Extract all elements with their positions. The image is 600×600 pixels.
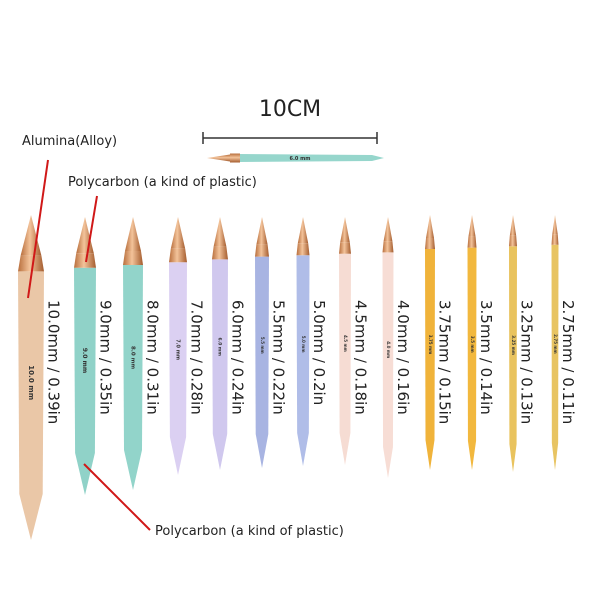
- needle-tag: 3.75 mm: [428, 335, 433, 355]
- needle-body: [339, 253, 351, 465]
- needle-tag: 4.0 mm: [386, 341, 391, 358]
- needle-tag: 9.0 mm: [81, 348, 88, 373]
- needle-body: [238, 154, 384, 162]
- needle-tag: 6.0 mm: [289, 156, 310, 162]
- needle-ferrule: [339, 242, 351, 254]
- needle: 2.75 mm 2.75mm / 0.11in: [551, 215, 577, 470]
- size-label: 9.0mm / 0.35in: [97, 300, 115, 415]
- needle-tag: 5.0 mm: [301, 336, 306, 353]
- needle-body: [509, 246, 517, 472]
- needle-tag: 3.5 mm: [470, 336, 475, 353]
- needle-ferrule: [169, 248, 187, 263]
- size-label: 5.0mm / 0.2in: [310, 300, 328, 405]
- needle-tag: 6.0 mm: [217, 337, 223, 356]
- needle-body: [296, 255, 310, 466]
- needle-tip: [340, 217, 350, 243]
- needle-tip: [426, 215, 434, 238]
- needle-body: [74, 267, 96, 495]
- needle-tip: [509, 215, 517, 236]
- needle-tag: 5.5 mm: [260, 337, 265, 354]
- needle-body: [169, 262, 187, 475]
- needle-tip: [383, 217, 393, 242]
- needle: 3.75 mm 3.75mm / 0.15in: [425, 215, 454, 470]
- needle-body: [425, 249, 435, 470]
- needle-tag: 2.75 mm: [553, 334, 558, 354]
- needle-body: [551, 244, 559, 470]
- sample-needle: 6.0 mm: [207, 153, 384, 163]
- size-label: 7.0mm / 0.28in: [188, 300, 206, 415]
- needle-ferrule: [74, 253, 96, 268]
- needle: 8.0 mm 8.0mm / 0.31in: [123, 217, 162, 490]
- needle-tip: [207, 154, 230, 162]
- needle: 4.0 mm 4.0mm / 0.16in: [382, 217, 412, 478]
- needle-tip: [468, 215, 476, 237]
- needle-body: [382, 252, 394, 478]
- needle-ferrule: [230, 153, 240, 163]
- annotation-lines: [27, 159, 151, 531]
- needle: 3.25 mm 3.25mm / 0.13in: [509, 215, 536, 472]
- needle-body: [212, 259, 228, 470]
- scale-label: 10CM: [259, 97, 321, 122]
- size-label: 2.75mm / 0.11in: [559, 300, 577, 424]
- needle-tag: 4.5 mm: [343, 335, 348, 352]
- needle-ferrule: [255, 244, 269, 257]
- needle: 7.0 mm 7.0mm / 0.28in: [169, 217, 206, 475]
- needle-tag: 10.0 mm: [27, 365, 36, 400]
- needle: 10.0 mm 10.0mm / 0.39in: [18, 215, 63, 540]
- needle-ferrule: [551, 234, 559, 245]
- needle-tip: [297, 217, 309, 244]
- needle-tip: [256, 217, 268, 245]
- size-label: 6.0mm / 0.24in: [229, 300, 247, 415]
- annotation-plastic: Polycarbon (a kind of plastic): [68, 175, 257, 190]
- needle-ferrule: [123, 251, 143, 265]
- size-label: 5.5mm / 0.22in: [270, 300, 288, 415]
- annotation-plastic: Polycarbon (a kind of plastic): [155, 524, 344, 539]
- needle-body: [467, 247, 477, 470]
- needle: 4.5 mm 4.5mm / 0.18in: [339, 217, 370, 465]
- needle-ferrule: [382, 241, 394, 253]
- needle: 3.5 mm 3.5mm / 0.14in: [467, 215, 495, 470]
- needle-tip: [170, 217, 186, 249]
- size-label: 4.5mm / 0.18in: [352, 300, 370, 415]
- needle-ferrule: [212, 246, 228, 260]
- scale-bar: [202, 132, 378, 144]
- needle-ferrule: [425, 238, 435, 249]
- size-label: 3.25mm / 0.13in: [518, 300, 536, 424]
- needle-set: 10.0 mm 10.0mm / 0.39in 9.0 mm 9.0mm / 0.35…: [18, 215, 577, 540]
- needle: 9.0 mm 9.0mm / 0.35in: [74, 217, 115, 495]
- needle-body: [18, 271, 44, 540]
- needle-tag: 8.0 mm: [130, 346, 136, 369]
- needle-ferrule: [296, 243, 310, 256]
- size-label: 3.5mm / 0.14in: [477, 300, 495, 415]
- needle-tip: [213, 217, 227, 247]
- needle-tag: 3.25 mm: [511, 335, 516, 355]
- needle: 5.0 mm 5.0mm / 0.2in: [296, 217, 328, 466]
- needle-tip: [125, 217, 141, 251]
- annotation-alloy: Alumina(Alloy): [22, 134, 117, 149]
- size-label: 3.75mm / 0.15in: [436, 300, 454, 424]
- size-label: 8.0mm / 0.31in: [144, 300, 162, 415]
- needle-body: [123, 265, 143, 490]
- needle-ferrule: [467, 236, 477, 248]
- needle-tip: [552, 215, 558, 235]
- needle-ferrule: [509, 235, 517, 247]
- size-label: 10.0mm / 0.39in: [45, 300, 63, 424]
- needle-ferrule: [18, 255, 44, 272]
- needle: 5.5 mm 5.5mm / 0.22in: [255, 217, 288, 468]
- needle-tag: 7.0 mm: [175, 339, 181, 360]
- needle-body: [255, 256, 269, 468]
- size-label: 4.0mm / 0.16in: [394, 300, 412, 415]
- needle: 6.0 mm 6.0mm / 0.24in: [212, 217, 247, 470]
